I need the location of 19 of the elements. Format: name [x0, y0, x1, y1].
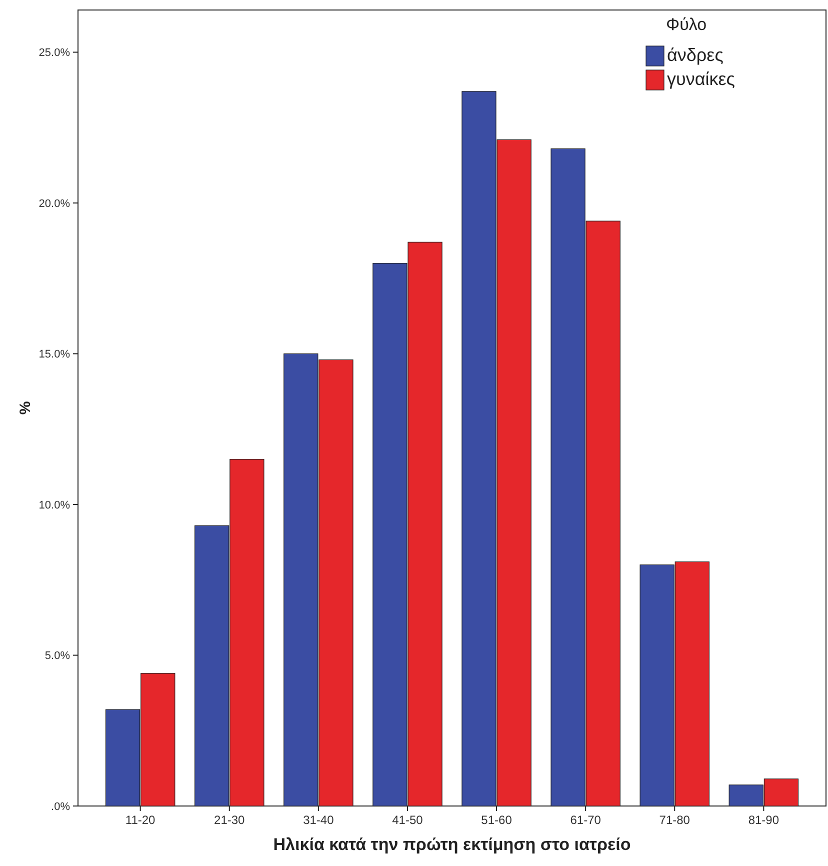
legend-title: Φύλο [666, 15, 707, 34]
x-tick-label: 21-30 [214, 813, 246, 827]
legend-label: γυναίκες [667, 69, 736, 89]
y-tick-label: 25.0% [38, 47, 70, 60]
y-tick-label: 15.0% [38, 348, 70, 361]
x-tick-label: 11-20 [125, 813, 156, 827]
x-tick-label: 51-60 [481, 813, 512, 827]
x-axis-title: Ηλικία κατά την πρώτη εκτίμηση στο ιατρείο [273, 835, 631, 854]
x-tick-label: 71-80 [659, 813, 690, 827]
y-axis-title: % [17, 401, 34, 415]
y-tick-label: .0% [51, 800, 70, 813]
x-tick-label: 41-50 [392, 813, 424, 827]
y-tick-label: 5.0% [44, 650, 70, 662]
x-tick-label: 81-90 [748, 813, 780, 827]
y-tick-label: 20.0% [38, 198, 70, 210]
y-tick-label: 10.0% [38, 499, 70, 512]
x-tick-label: 31-40 [303, 813, 334, 827]
legend-label: άνδρες [667, 45, 724, 65]
x-tick-label: 61-70 [570, 813, 602, 827]
